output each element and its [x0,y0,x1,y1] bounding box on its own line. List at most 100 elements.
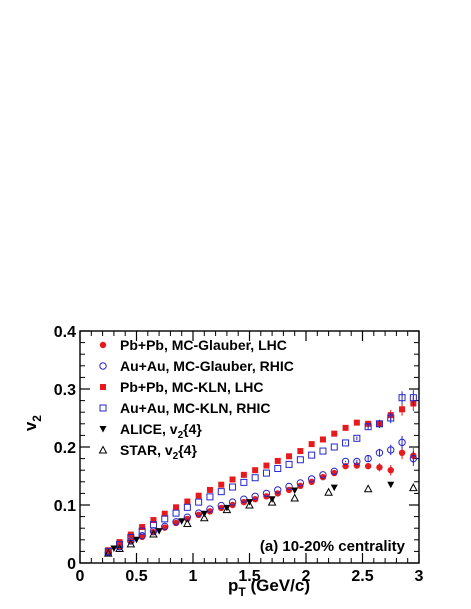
data-point [341,457,350,466]
legend-marker [99,426,107,433]
y-axis-label-sub: 2 [30,415,44,422]
legend-label: ALICE, v2{4} [120,421,202,441]
y-axis-label-main: v [21,421,40,431]
y-tick-label: 0.2 [54,440,76,457]
x-tick-label: 0.5 [125,568,147,585]
data-point [398,394,406,402]
data-point [409,454,418,463]
data-point [240,478,248,486]
data-point [296,479,305,487]
data-point [262,489,271,498]
data-point [252,467,259,474]
data-point [387,467,394,474]
data-point [363,484,373,493]
legend-label: Au+Au, MC-Glauber, RHIC [120,358,294,374]
legend-label: Pb+Pb, MC-KLN, LHC [120,379,264,395]
data-point [104,547,112,555]
data-point [217,488,225,496]
data-point [387,446,395,454]
x-axis-label-main: p [228,576,238,595]
data-point [183,519,192,528]
legend-marker [100,384,106,390]
data-point [319,447,327,455]
data-point [263,462,270,469]
data-point [218,504,225,512]
data-point [286,453,293,460]
data-point [399,406,406,413]
data-point [308,441,315,448]
data-point [150,517,157,524]
data-point [251,474,259,482]
y-tick-label: 0.4 [54,324,76,341]
data-point [206,493,214,501]
data-point [342,439,350,447]
data-point [398,438,406,447]
legend-label: STAR, v2{4} [120,442,197,462]
series-au-au-mc-kln-rhic [104,390,417,555]
y-tick-label: 0.3 [54,382,76,399]
data-point [319,471,327,479]
data-point [290,493,300,502]
data-point [387,414,395,422]
data-point [376,464,383,471]
data-point [375,420,383,428]
x-tick-label: 3 [415,568,424,585]
data-point [206,486,213,493]
data-point [342,424,349,431]
data-point [331,469,338,477]
data-point [173,504,180,511]
data-point [115,543,124,552]
data-point [195,511,202,519]
data-point [353,457,361,466]
x-tick-label: 1.5 [238,568,260,585]
data-point [308,451,316,459]
data-point [195,492,202,499]
data-point [103,548,113,557]
data-point [172,509,180,517]
data-point [330,443,338,451]
data-point [139,524,146,531]
data-point [126,539,136,548]
data-point [324,487,333,496]
data-point [110,545,118,552]
data-point [149,529,158,538]
data-point [398,449,406,456]
data-point [319,473,327,481]
data-point [133,536,140,544]
legend-entry: STAR, v2{4} [98,442,197,462]
y-tick-label: 0 [67,556,76,573]
legend-entry: Au+Au, MC-KLN, RHIC [99,400,271,416]
x-tick-label: 2.5 [351,568,373,585]
x-axis-label-sub: T [238,585,246,599]
data-point [155,528,163,535]
data-point [116,540,124,548]
legend-marker [98,445,108,454]
data-point [375,449,384,457]
data-point [409,394,417,402]
legend-entry: ALICE, v2{4} [99,421,202,441]
data-point [184,498,191,505]
data-point [285,482,293,491]
data-point [229,483,237,491]
data-point [116,539,123,546]
data-point [206,505,214,513]
data-point [138,532,146,540]
legend-label: Pb+Pb, MC-Glauber, LHC [120,337,287,353]
data-point [218,481,225,488]
legend-marker [99,341,107,349]
data-point [331,430,338,437]
data-point [161,510,168,517]
data-point [274,457,281,464]
data-point [353,419,360,426]
data-point [364,423,372,431]
centrality-annotation: (a) 10-20% centrality [260,538,406,555]
data-point [138,527,146,535]
data-point [149,521,157,529]
data-point [267,497,277,506]
data-point [195,498,203,506]
data-point [223,504,231,512]
y-tick-label: 0.1 [54,498,76,515]
data-point [291,487,299,494]
legend-entry: Pb+Pb, MC-Glauber, LHC [99,337,287,353]
